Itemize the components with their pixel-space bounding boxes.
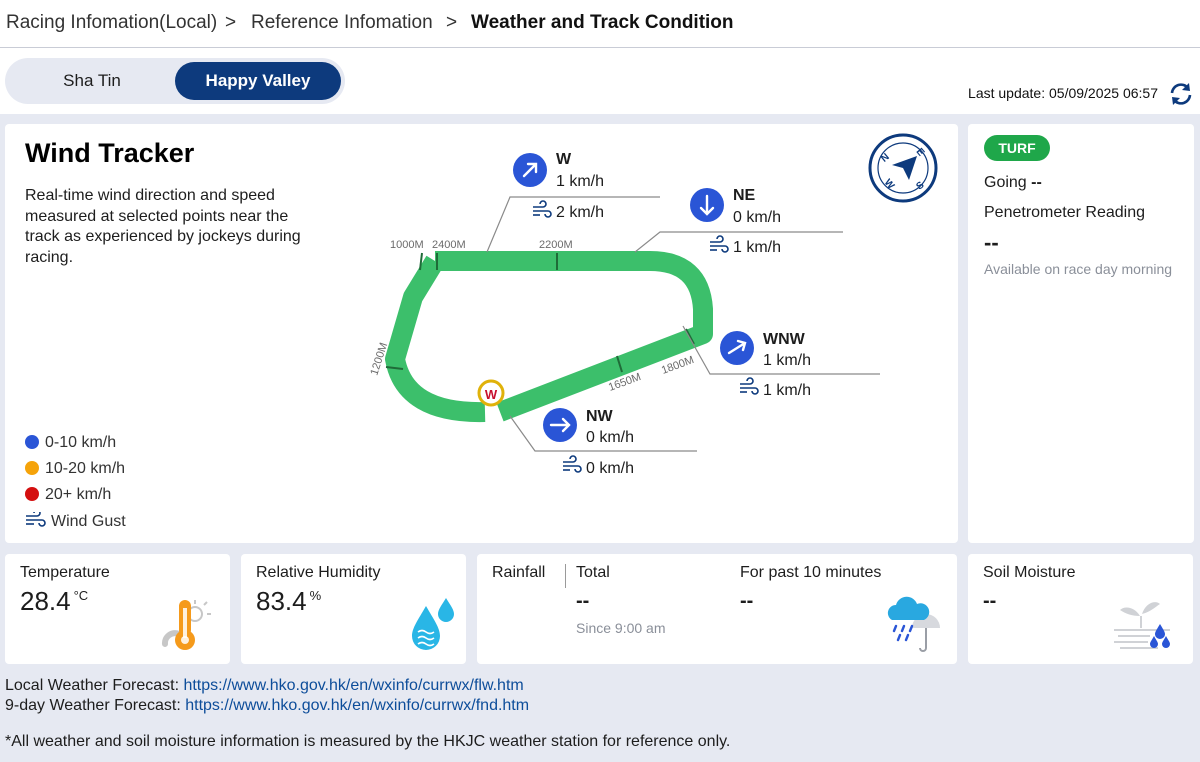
going-value: -- <box>1031 174 1042 191</box>
track-distance-label: 1000M <box>390 239 424 251</box>
callout-line-w <box>486 196 660 253</box>
humidity-label: Relative Humidity <box>256 564 381 581</box>
station-gust: 1 km/h <box>763 382 811 399</box>
station-speed: 1 km/h <box>763 352 811 369</box>
racetrack-curve <box>385 255 486 423</box>
track-marker <box>616 355 623 373</box>
rainfall-card: Rainfall Total -- Since 9:00 am For past… <box>477 554 957 664</box>
going-row: Going -- <box>984 174 1042 192</box>
station-direction: NW <box>586 408 614 425</box>
breadcrumb-current-page: Weather and Track Condition <box>471 12 734 33</box>
station-direction: W <box>556 151 572 168</box>
station-speed: 1 km/h <box>556 173 604 190</box>
soil-moisture-value: -- <box>983 590 997 612</box>
temperature-unit: °C <box>73 588 89 603</box>
legend-item-low: 0-10 km/h <box>25 434 116 452</box>
nine-day-forecast-link[interactable]: https://www.hko.gov.hk/en/wxinfo/currwx/… <box>185 697 530 714</box>
rainfall-past-label: For past 10 minutes <box>740 564 882 581</box>
rainfall-label: Rainfall <box>492 564 546 581</box>
breadcrumb-reference-info[interactable]: Reference Infomation <box>251 12 433 33</box>
local-forecast-row: Local Weather Forecast: https://www.hko.… <box>5 677 524 695</box>
breadcrumb-racing-info[interactable]: Racing Infomation(Local) <box>6 12 218 33</box>
venue-toggle: Sha Tin Happy Valley <box>5 58 345 104</box>
callout-line-ne <box>634 231 843 253</box>
legend-item-gust: Wind Gust <box>25 509 126 531</box>
refresh-icon[interactable] <box>1168 81 1194 107</box>
rainfall-total-value: -- <box>576 590 590 612</box>
wind-gust-icon <box>26 509 46 527</box>
wind-gust-icon <box>740 377 759 395</box>
rainfall-since: Since 9:00 am <box>576 620 666 636</box>
rainfall-past-value: -- <box>740 590 754 612</box>
winning-post-icon: W <box>477 379 505 407</box>
nine-day-forecast-row: 9-day Weather Forecast: https://www.hko.… <box>5 697 529 715</box>
station-gust: 1 km/h <box>733 239 781 256</box>
track-diagram: 1000M 2400M 2200M 1200M 1650M 1800M W W … <box>368 133 938 477</box>
legend-item-high: 20+ km/h <box>25 486 111 504</box>
turf-badge: TURF <box>984 135 1050 161</box>
local-forecast-link[interactable]: https://www.hko.gov.hk/en/wxinfo/currwx/… <box>183 677 524 694</box>
humidity-card: Relative Humidity 83.4% <box>241 554 466 664</box>
penetrometer-value: -- <box>984 230 999 255</box>
station-speed: 0 km/h <box>733 209 781 226</box>
track-marker <box>385 366 404 370</box>
station-direction: WNW <box>763 331 806 348</box>
breadcrumb: Racing Infomation(Local) > Reference Inf… <box>0 0 1200 48</box>
station-gust: 2 km/h <box>556 204 604 221</box>
penetrometer-label: Penetrometer Reading <box>984 204 1145 221</box>
legend-dot-icon <box>25 461 39 475</box>
wind-station-ne: NE 0 km/h 1 km/h <box>690 187 781 256</box>
callout-line-nw <box>509 415 697 452</box>
rainfall-divider <box>565 564 566 588</box>
racetrack <box>435 251 713 422</box>
happy-valley-tab[interactable]: Happy Valley <box>175 62 341 100</box>
callout-line-wnw <box>682 325 880 375</box>
station-direction: NE <box>733 187 756 204</box>
soil-moisture-icon <box>1114 602 1170 649</box>
temperature-card: Temperature 28.4 °C <box>5 554 230 664</box>
track-distance-label: 2200M <box>539 239 573 251</box>
temperature-value: 28.4 °C <box>20 586 89 616</box>
humidity-value: 83.4% <box>256 586 322 616</box>
legend-item-medium: 10-20 km/h <box>25 460 125 478</box>
wind-station-nw: NW 0 km/h 0 km/h <box>543 408 634 477</box>
track-distance-label: 2400M <box>432 239 466 251</box>
penetrometer-note: Available on race day morning <box>984 261 1173 277</box>
station-speed: 0 km/h <box>586 429 634 446</box>
wind-tracker-description: Real-time wind direction and speed measu… <box>25 187 301 266</box>
legend-dot-icon <box>25 435 39 449</box>
turf-card: TURF Going -- Penetrometer Reading -- Av… <box>968 124 1194 543</box>
svg-text:W: W <box>485 387 498 402</box>
wind-tracker-title: Wind Tracker <box>25 138 195 168</box>
rain-cloud-umbrella-icon <box>887 596 940 652</box>
nine-day-forecast-label: 9-day Weather Forecast: <box>5 697 186 714</box>
going-label: Going <box>984 174 1027 191</box>
track-marker <box>685 328 695 345</box>
thermometer-sun-icon <box>162 600 211 650</box>
last-update-text: Last update: 05/09/2025 06:57 <box>968 85 1158 101</box>
soil-moisture-label: Soil Moisture <box>983 564 1076 581</box>
sha-tin-tab[interactable]: Sha Tin <box>63 71 121 90</box>
breadcrumb-separator: > <box>225 12 237 33</box>
wind-station-w: W 1 km/h 2 km/h <box>513 151 604 221</box>
water-drop-icon <box>412 598 454 650</box>
wind-gust-icon <box>563 455 582 473</box>
legend-dot-icon <box>25 487 39 501</box>
humidity-unit: % <box>309 588 322 603</box>
wind-gust-icon <box>533 200 552 218</box>
station-gust: 0 km/h <box>586 460 634 477</box>
wind-gust-icon <box>710 235 729 253</box>
temperature-label: Temperature <box>20 564 110 581</box>
wind-station-wnw: WNW 1 km/h 1 km/h <box>720 331 811 399</box>
disclaimer-text: *All weather and soil moisture informati… <box>5 733 731 750</box>
soil-moisture-card: Soil Moisture -- <box>968 554 1193 664</box>
wind-tracker-card: Wind Tracker Real-time wind direction an… <box>5 124 958 543</box>
compass-icon: N E S W <box>868 133 938 203</box>
track-marker <box>419 252 423 271</box>
rainfall-total-label: Total <box>576 564 610 581</box>
breadcrumb-separator: > <box>446 12 458 33</box>
local-forecast-label: Local Weather Forecast: <box>5 677 184 694</box>
